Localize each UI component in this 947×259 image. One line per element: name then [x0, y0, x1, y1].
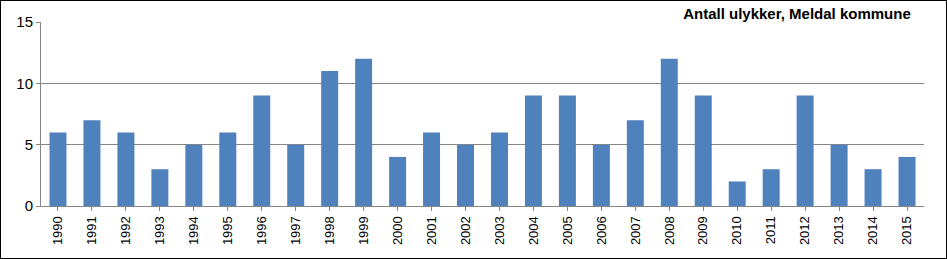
svg-text:2014: 2014	[865, 216, 880, 245]
svg-text:1992: 1992	[118, 216, 133, 245]
svg-text:2003: 2003	[492, 216, 507, 245]
svg-text:2002: 2002	[458, 216, 473, 245]
svg-text:2007: 2007	[628, 216, 643, 245]
svg-text:1998: 1998	[322, 216, 337, 245]
svg-text:1999: 1999	[356, 216, 371, 245]
svg-text:1991: 1991	[84, 216, 99, 245]
svg-text:15: 15	[16, 13, 33, 30]
svg-text:2005: 2005	[560, 216, 575, 245]
svg-text:2011: 2011	[763, 216, 778, 244]
svg-text:10: 10	[16, 75, 33, 92]
svg-text:2008: 2008	[662, 216, 677, 245]
svg-text:2000: 2000	[390, 216, 405, 245]
svg-text:1990: 1990	[50, 216, 65, 245]
svg-text:5: 5	[25, 136, 33, 153]
svg-text:Antall ulykker, Meldal kommune: Antall ulykker, Meldal kommune	[683, 5, 911, 22]
svg-text:2010: 2010	[729, 216, 744, 245]
svg-text:2015: 2015	[899, 216, 914, 245]
svg-text:2001: 2001	[424, 216, 439, 245]
svg-text:2004: 2004	[526, 216, 541, 245]
svg-text:2012: 2012	[797, 216, 812, 245]
svg-text:1995: 1995	[220, 216, 235, 245]
svg-text:1996: 1996	[254, 216, 269, 245]
svg-text:1997: 1997	[288, 216, 303, 245]
svg-text:1993: 1993	[152, 216, 167, 245]
svg-text:2009: 2009	[695, 216, 710, 245]
svg-text:2013: 2013	[831, 216, 846, 245]
svg-text:1994: 1994	[186, 216, 201, 245]
svg-text:2006: 2006	[594, 216, 609, 245]
svg-text:0: 0	[25, 197, 33, 214]
